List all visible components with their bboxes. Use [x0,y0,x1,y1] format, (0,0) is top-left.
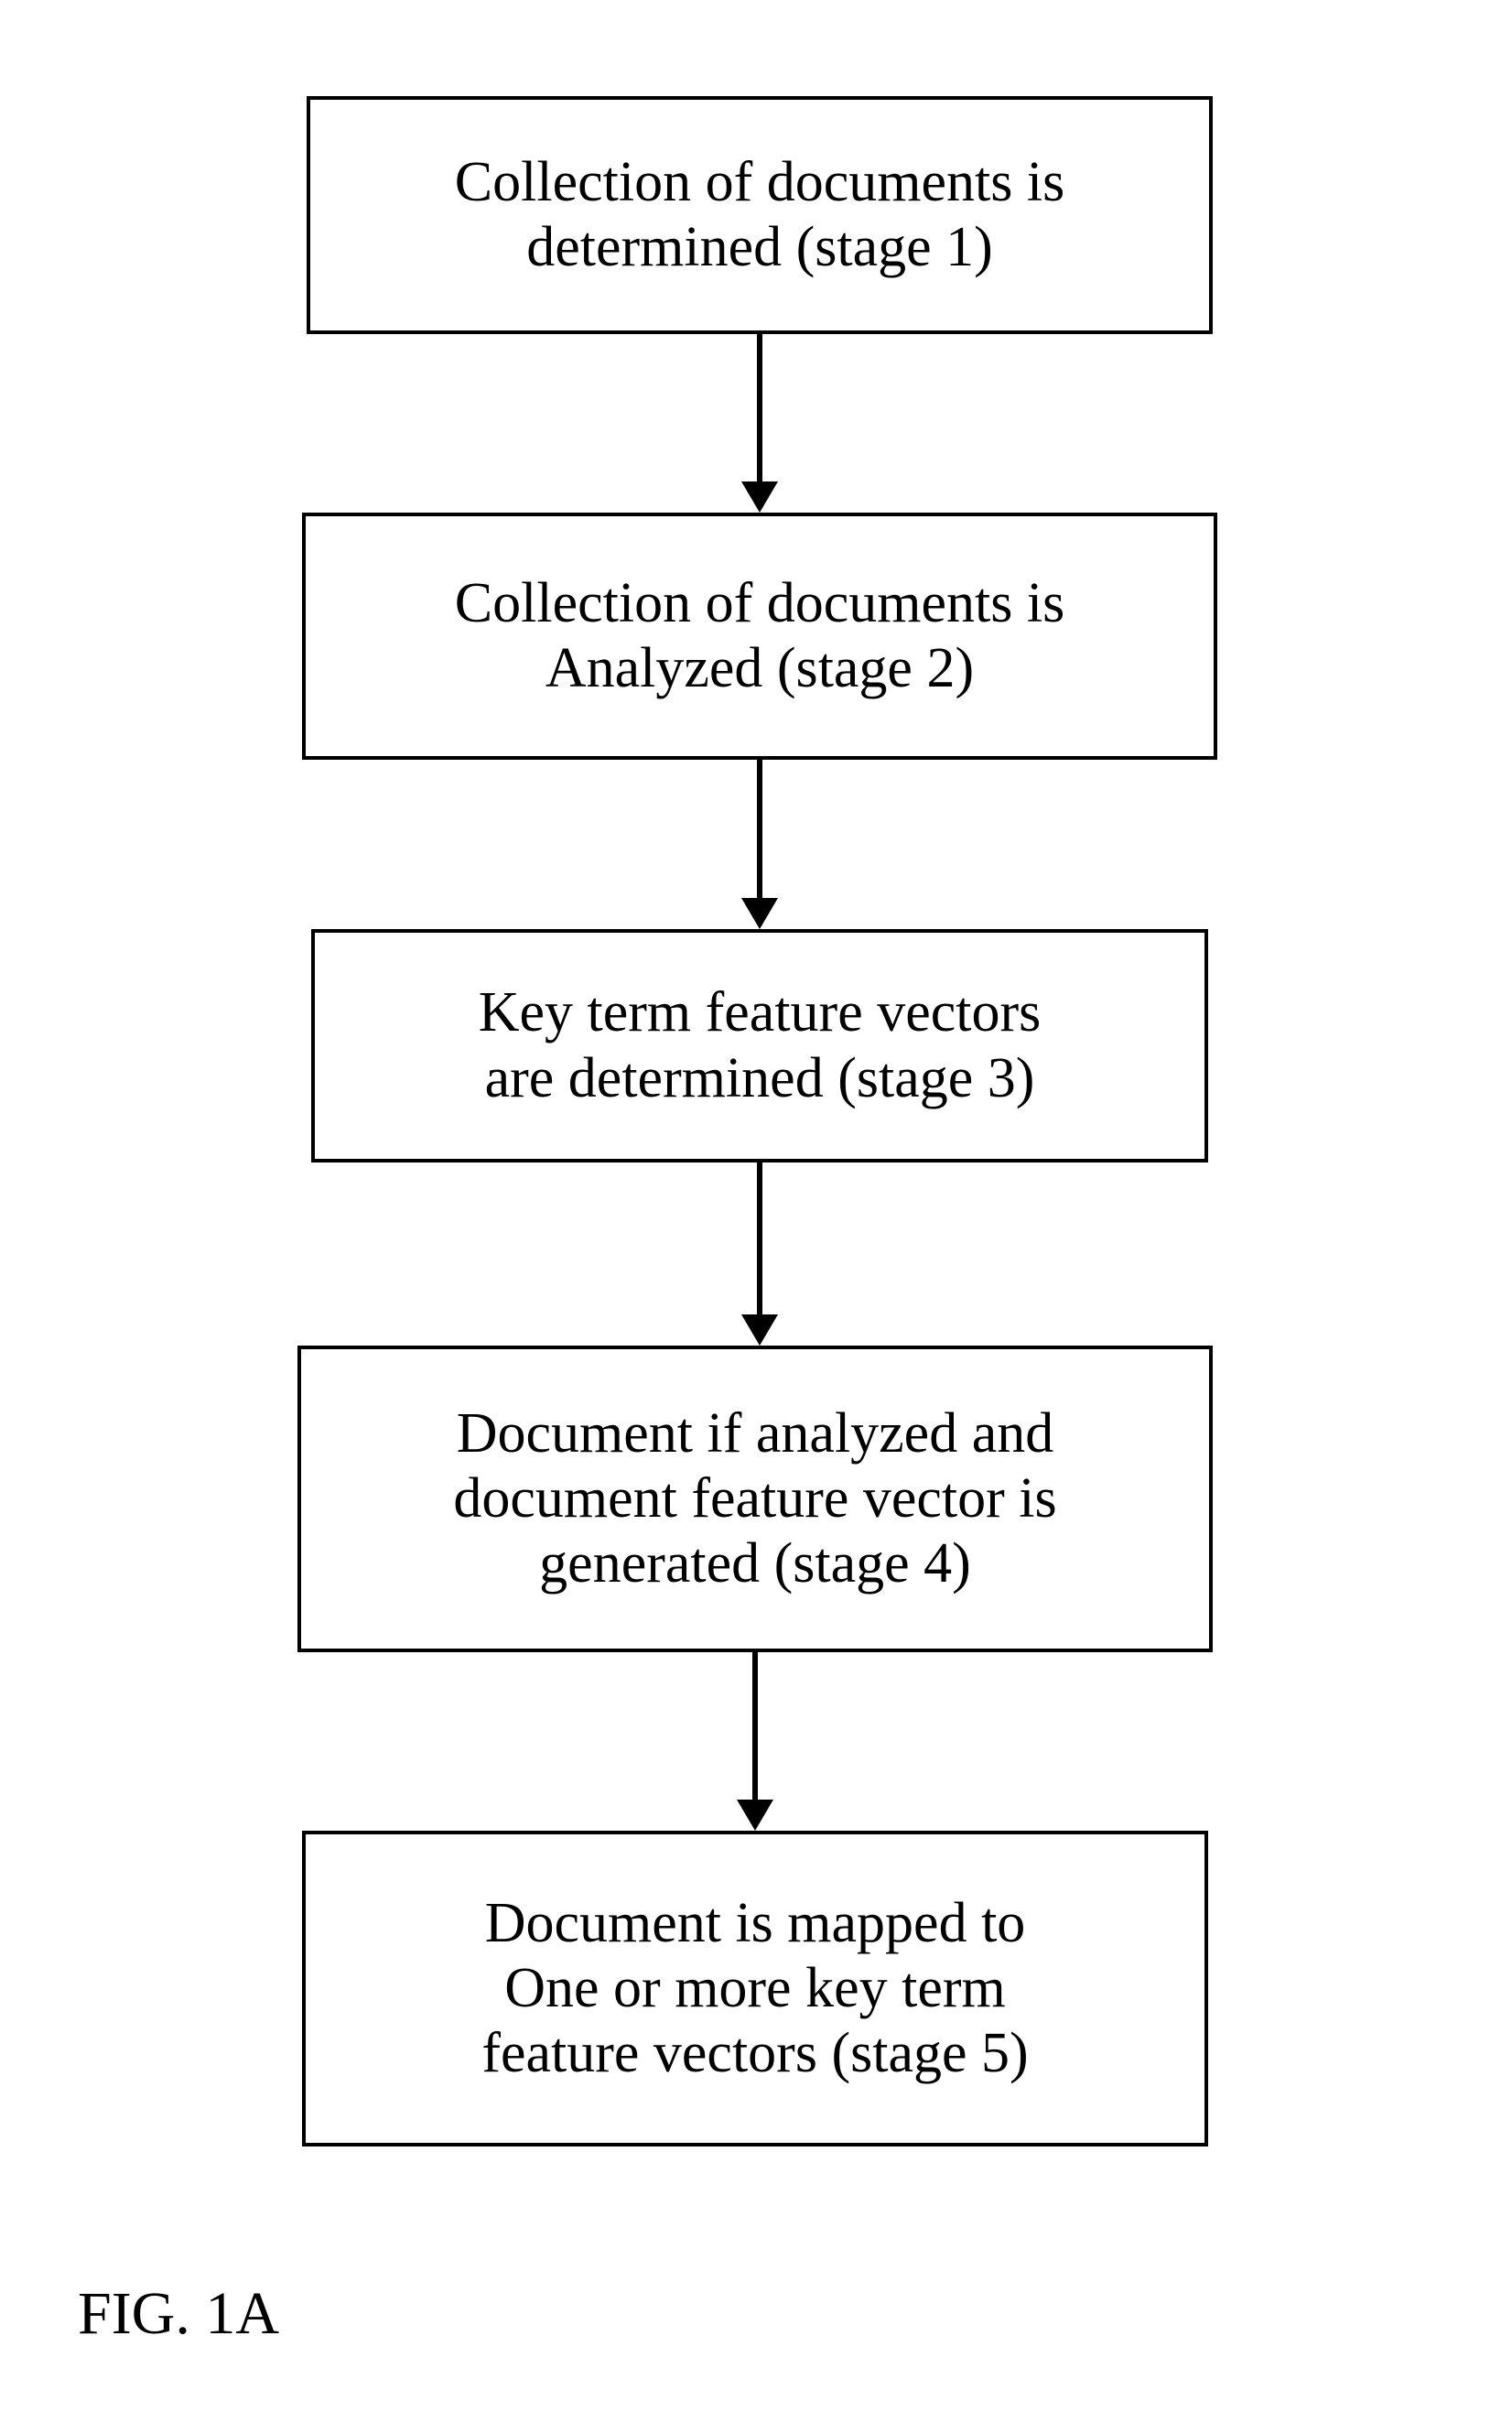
flow-arrow-head-icon [737,1800,773,1833]
flow-node-stage-3: Key term feature vectors are determined … [311,929,1208,1162]
figure-label: FIG. 1A [78,2279,279,2349]
flow-arrow-head-icon [741,481,778,515]
flow-node-stage-2: Collection of documents is Analyzed (sta… [302,513,1217,760]
flow-arrow-line [752,1652,758,1800]
flow-arrow-head-icon [741,898,778,932]
flow-node-label: Collection of documents is Analyzed (sta… [455,571,1064,702]
flow-node-label: Collection of documents is determined (s… [455,150,1064,281]
flow-node-label: Document is mapped to One or more key te… [481,1891,1028,2087]
flow-arrow-line [757,334,762,481]
flow-arrow-line [757,760,762,898]
flow-node-label: Key term feature vectors are determined … [479,980,1042,1111]
flow-node-stage-1: Collection of documents is determined (s… [307,96,1213,334]
flow-node-stage-4: Document if analyzed and document featur… [297,1346,1213,1652]
flow-node-label: Document if analyzed and document featur… [453,1401,1056,1597]
flow-arrow-line [757,1162,762,1314]
flowchart-canvas: Collection of documents is determined (s… [0,0,1512,2433]
flow-arrow-head-icon [741,1314,778,1348]
flow-node-stage-5: Document is mapped to One or more key te… [302,1831,1208,2146]
